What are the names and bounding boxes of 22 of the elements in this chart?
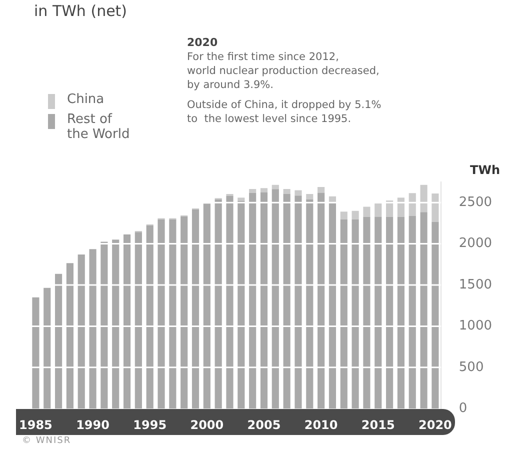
y-tick-label: 0 bbox=[458, 400, 468, 416]
x-tick-label: 1990 bbox=[76, 418, 110, 432]
x-tick-label: 2000 bbox=[190, 418, 224, 432]
chart-title: in TWh (net) bbox=[34, 2, 128, 20]
y-tick-label: 1500 bbox=[458, 277, 492, 292]
x-tick-label: 1985 bbox=[19, 418, 52, 432]
x-tick-label: 2010 bbox=[304, 418, 338, 432]
y-tick-label: 1000 bbox=[458, 318, 492, 334]
x-tick-label: 2005 bbox=[247, 418, 281, 432]
legend-label: China bbox=[67, 92, 106, 107]
y-tick-label: 2500 bbox=[458, 194, 492, 210]
y-axis-title: TWh bbox=[470, 163, 500, 177]
y-tick-label: 2000 bbox=[458, 236, 492, 252]
y-tick-label: 500 bbox=[458, 360, 484, 375]
x-tick-label: 2015 bbox=[361, 418, 395, 432]
text: 2020 bbox=[187, 36, 219, 50]
x-tick-label: 1995 bbox=[133, 418, 167, 432]
x-tick-label: 2020 bbox=[418, 418, 452, 432]
text: © WNISR bbox=[22, 436, 72, 446]
legend-label: Rest of the World bbox=[67, 112, 131, 142]
text: For the first time since 2012, world nuclear production decreased, by around 3.9%. bbox=[187, 50, 380, 92]
text: Outside of China, it dropped by 5.1% to the lowest level since 1995. bbox=[187, 98, 382, 126]
